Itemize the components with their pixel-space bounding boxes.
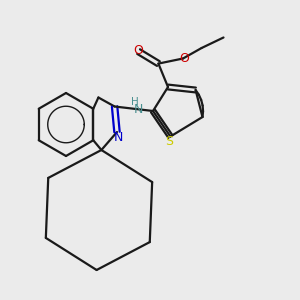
- Text: H: H: [131, 97, 139, 107]
- Text: N: N: [114, 131, 123, 144]
- Text: S: S: [165, 135, 173, 148]
- Text: O: O: [134, 44, 143, 57]
- Text: O: O: [180, 52, 189, 65]
- Text: N: N: [133, 103, 143, 116]
